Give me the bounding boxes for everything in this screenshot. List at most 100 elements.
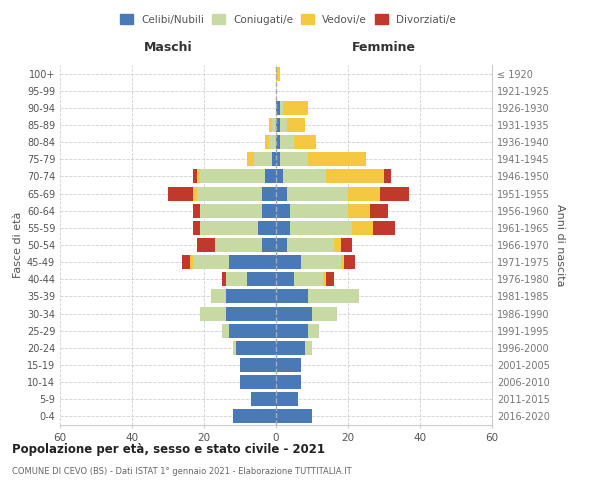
Bar bbox=[276, 221, 290, 235]
Bar bbox=[294, 272, 323, 286]
Bar bbox=[193, 204, 200, 218]
Bar bbox=[226, 290, 276, 304]
Bar bbox=[222, 324, 229, 338]
Bar bbox=[168, 186, 193, 200]
Bar bbox=[272, 118, 276, 132]
Bar bbox=[226, 306, 276, 320]
Bar bbox=[294, 135, 316, 149]
Bar bbox=[200, 306, 226, 320]
Bar bbox=[276, 392, 298, 406]
Bar bbox=[272, 152, 276, 166]
Bar bbox=[200, 221, 258, 235]
Bar bbox=[326, 170, 384, 183]
Bar bbox=[197, 186, 262, 200]
Bar bbox=[276, 290, 308, 304]
Bar bbox=[258, 221, 276, 235]
Bar bbox=[233, 410, 276, 424]
Bar bbox=[215, 238, 262, 252]
Bar bbox=[276, 410, 312, 424]
Bar bbox=[276, 272, 294, 286]
Bar bbox=[373, 221, 395, 235]
Bar bbox=[384, 170, 391, 183]
Bar bbox=[276, 324, 308, 338]
Legend: Celibi/Nubili, Coniugati/e, Vedovi/e, Divorziati/e: Celibi/Nubili, Coniugati/e, Vedovi/e, Di… bbox=[116, 10, 460, 29]
Bar bbox=[251, 392, 276, 406]
Bar bbox=[197, 238, 215, 252]
Bar bbox=[348, 204, 370, 218]
Bar bbox=[283, 101, 308, 115]
Bar bbox=[301, 255, 341, 269]
Bar bbox=[276, 118, 280, 132]
Bar bbox=[326, 272, 334, 286]
Bar bbox=[265, 170, 276, 183]
Bar bbox=[280, 101, 283, 115]
Text: COMUNE DI CEVO (BS) - Dati ISTAT 1° gennaio 2021 - Elaborazione TUTTITALIA.IT: COMUNE DI CEVO (BS) - Dati ISTAT 1° genn… bbox=[12, 468, 352, 476]
Bar bbox=[287, 186, 348, 200]
Bar bbox=[276, 204, 290, 218]
Bar bbox=[276, 255, 301, 269]
Bar bbox=[193, 170, 197, 183]
Bar bbox=[269, 135, 276, 149]
Bar bbox=[352, 221, 373, 235]
Bar bbox=[276, 375, 301, 389]
Bar bbox=[370, 204, 388, 218]
Bar bbox=[276, 66, 280, 80]
Bar bbox=[240, 375, 276, 389]
Y-axis label: Fasce di età: Fasce di età bbox=[13, 212, 23, 278]
Bar bbox=[280, 152, 308, 166]
Bar bbox=[380, 186, 409, 200]
Bar bbox=[305, 341, 312, 355]
Bar bbox=[200, 170, 265, 183]
Bar bbox=[229, 255, 276, 269]
Bar bbox=[265, 135, 269, 149]
Bar bbox=[229, 324, 276, 338]
Bar bbox=[323, 272, 326, 286]
Text: Maschi: Maschi bbox=[143, 41, 193, 54]
Bar bbox=[287, 238, 334, 252]
Bar bbox=[222, 272, 226, 286]
Bar bbox=[276, 358, 301, 372]
Bar bbox=[190, 255, 193, 269]
Bar bbox=[200, 204, 262, 218]
Bar bbox=[290, 204, 348, 218]
Y-axis label: Anni di nascita: Anni di nascita bbox=[555, 204, 565, 286]
Bar bbox=[276, 306, 312, 320]
Bar bbox=[276, 135, 280, 149]
Bar bbox=[290, 221, 352, 235]
Bar bbox=[211, 290, 226, 304]
Bar bbox=[280, 118, 287, 132]
Bar bbox=[341, 238, 352, 252]
Bar bbox=[226, 272, 247, 286]
Bar bbox=[240, 358, 276, 372]
Bar bbox=[276, 238, 287, 252]
Bar bbox=[197, 170, 200, 183]
Bar bbox=[182, 255, 190, 269]
Bar bbox=[276, 101, 280, 115]
Bar bbox=[280, 135, 294, 149]
Bar bbox=[269, 118, 272, 132]
Text: Popolazione per età, sesso e stato civile - 2021: Popolazione per età, sesso e stato civil… bbox=[12, 442, 325, 456]
Bar bbox=[308, 290, 359, 304]
Bar bbox=[344, 255, 355, 269]
Bar bbox=[247, 152, 254, 166]
Bar bbox=[233, 341, 236, 355]
Bar bbox=[262, 204, 276, 218]
Bar bbox=[276, 341, 305, 355]
Bar bbox=[262, 238, 276, 252]
Bar bbox=[276, 170, 283, 183]
Bar bbox=[254, 152, 272, 166]
Bar bbox=[308, 324, 319, 338]
Bar bbox=[276, 186, 287, 200]
Bar bbox=[341, 255, 344, 269]
Bar bbox=[308, 152, 366, 166]
Bar bbox=[236, 341, 276, 355]
Bar bbox=[193, 186, 197, 200]
Bar bbox=[312, 306, 337, 320]
Bar bbox=[193, 255, 229, 269]
Bar bbox=[348, 186, 380, 200]
Bar bbox=[247, 272, 276, 286]
Bar bbox=[193, 221, 200, 235]
Bar bbox=[334, 238, 341, 252]
Bar bbox=[262, 186, 276, 200]
Text: Femmine: Femmine bbox=[352, 41, 416, 54]
